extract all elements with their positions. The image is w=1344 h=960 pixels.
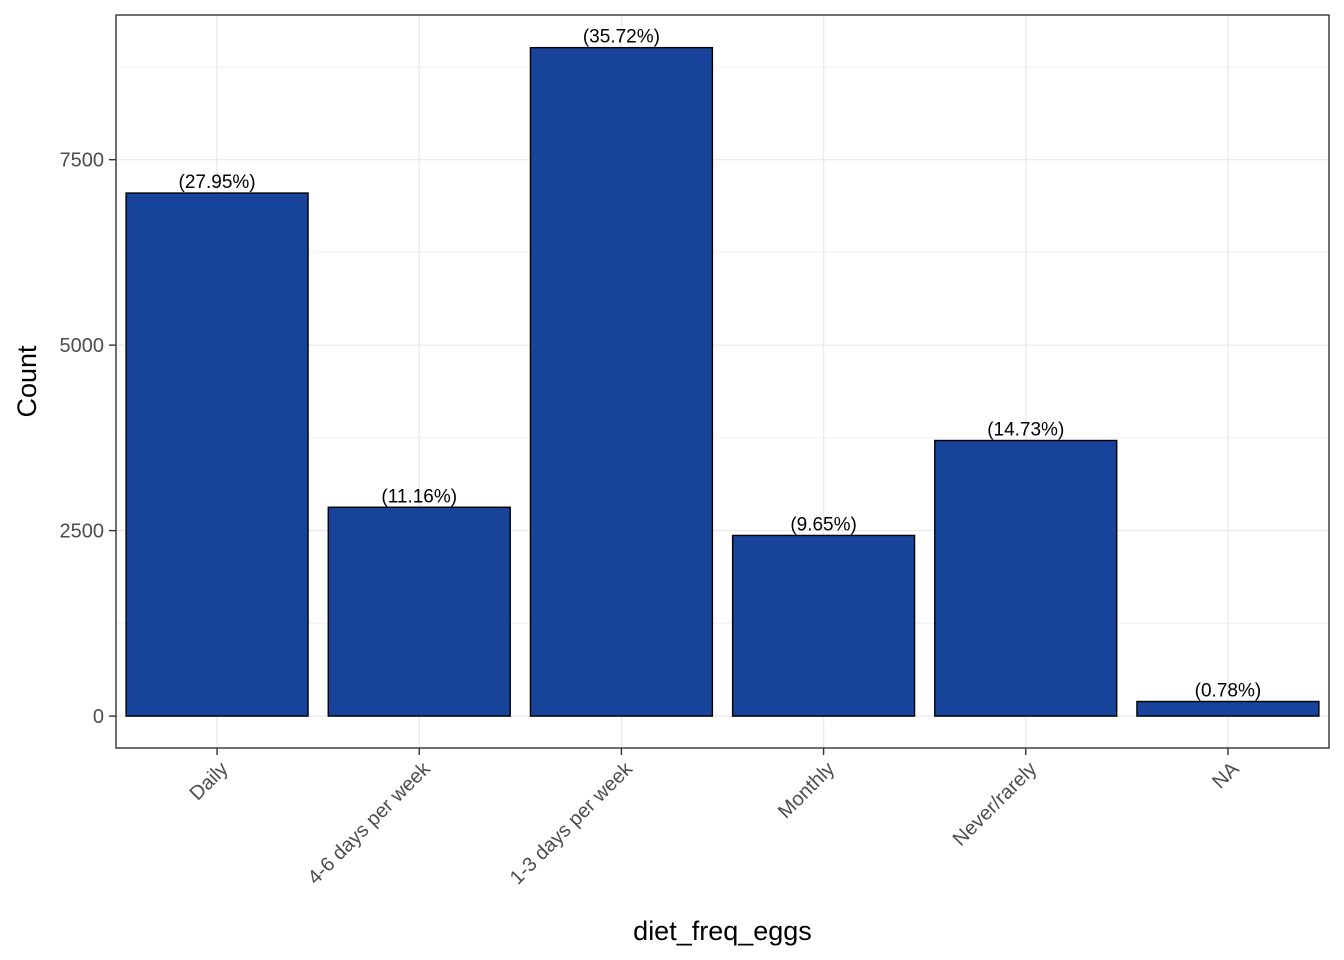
y-axis-title: Count [12,345,42,418]
x-tick-label: 4-6 days per week [304,757,436,889]
y-tick-label: 0 [93,706,104,728]
x-tick-label: Daily [186,758,233,805]
x-axis-title: diet_freq_eggs [633,916,812,946]
bar [529,46,714,717]
x-tick-label: Never/rarely [949,758,1042,851]
bar-value-label: (14.73%) [987,419,1064,440]
bar [125,192,309,717]
y-tick-label: 7500 [60,150,105,172]
bar [327,506,511,717]
panel-border [115,14,1330,749]
bar-value-label: (27.95%) [179,172,256,193]
y-axis: 0 2500 5000 7500 [60,150,116,728]
bar-value-label: (11.16%) [381,486,457,507]
bar [934,439,1118,717]
bar [731,534,916,717]
bar [1136,700,1320,717]
bar-value-label: (0.78%) [1195,680,1262,701]
x-tick-label: Monthly [774,758,839,823]
x-axis: Daily 4-6 days per week 1-3 days per week M… [186,748,1244,889]
x-tick-label: 1-3 days per week [506,757,638,889]
bars [125,46,1320,717]
y-tick-label: 5000 [60,335,105,357]
x-tick-label: NA [1208,758,1244,794]
bar-value-label: (9.65%) [790,514,857,535]
y-tick-label: 2500 [60,521,105,543]
bar-value-label: (35.72%) [583,27,660,48]
bar-value-labels: (27.95%) (11.16%) (35.72%) (9.65%) (14.73%) (… [179,27,1262,702]
